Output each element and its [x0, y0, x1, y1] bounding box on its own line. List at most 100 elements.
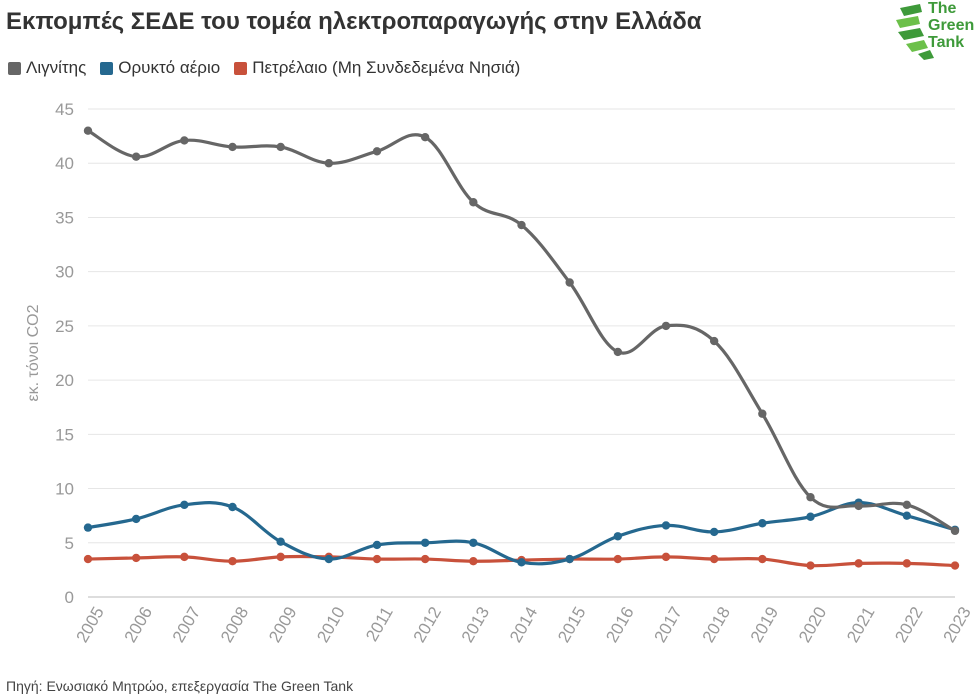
point-oil-2018 [709, 554, 719, 564]
y-tick-label-35: 35 [55, 208, 74, 227]
point-lignite-2020 [806, 493, 815, 502]
x-tick-label-2015: 2015 [554, 604, 589, 646]
point-oil-2007 [180, 552, 189, 562]
point-gas-2015 [565, 554, 574, 564]
point-oil-2006 [131, 553, 141, 563]
point-lignite-2021 [854, 501, 863, 511]
point-lignite-2008 [228, 142, 237, 152]
point-oil-2011 [372, 554, 382, 564]
point-oil-2021 [854, 559, 863, 568]
point-lignite-2007 [180, 136, 189, 145]
point-gas-2020 [806, 512, 815, 521]
legend-item-gas[interactable]: Ορυκτό αέριο [100, 58, 220, 78]
x-tick-label-2012: 2012 [410, 604, 445, 646]
point-oil-2016 [613, 554, 623, 564]
point-gas-2008 [228, 502, 237, 512]
point-gas-2022 [902, 511, 912, 520]
point-oil-2017 [661, 552, 671, 562]
y-tick-label-20: 20 [55, 371, 74, 390]
y-tick-label-15: 15 [55, 425, 74, 444]
x-tick-label-2023: 2023 [939, 604, 974, 646]
legend: Λιγνίτης Ορυκτό αέριο Πετρέλαιο (Μη Συνδ… [8, 58, 520, 78]
point-oil-2023 [950, 561, 960, 570]
legend-label-gas: Ορυκτό αέριο [118, 58, 221, 77]
series-line-lignite [86, 129, 957, 533]
point-gas-2017 [661, 521, 671, 530]
point-lignite-2017 [661, 321, 671, 331]
x-tick-label-2007: 2007 [169, 604, 204, 646]
legend-label-lignite: Λιγνίτης [26, 58, 87, 77]
point-lignite-2016 [613, 347, 623, 357]
y-tick-label-0: 0 [65, 588, 74, 607]
point-gas-2019 [758, 519, 767, 528]
y-tick-label-10: 10 [55, 480, 74, 499]
series-line-gas [86, 501, 957, 566]
logo-line-1: The [928, 0, 957, 17]
x-tick-label-2014: 2014 [506, 604, 541, 646]
x-tick-label-2008: 2008 [217, 604, 252, 646]
x-tick-label-2022: 2022 [891, 604, 926, 646]
point-gas-2014 [517, 558, 526, 567]
point-lignite-2012 [420, 132, 430, 142]
point-gas-2005 [83, 523, 93, 532]
point-lignite-2015 [565, 278, 574, 287]
point-oil-2005 [83, 554, 93, 564]
y-tick-label-25: 25 [55, 317, 74, 336]
point-lignite-2006 [131, 152, 141, 161]
x-tick-label-2006: 2006 [121, 604, 156, 646]
point-gas-2006 [131, 514, 141, 524]
point-oil-2013 [469, 557, 478, 566]
x-tick-label-2020: 2020 [795, 604, 830, 646]
y-axis-title: εκ. τόνοι CO2 [25, 304, 42, 401]
legend-label-oil: Πετρέλαιο (Μη Συνδεδεμένα Νησιά) [252, 58, 521, 77]
point-oil-2022 [902, 559, 912, 568]
chart-title: Εκπομπές ΣΕΔΕ του τομέα ηλεκτροπαραγωγής… [6, 8, 702, 35]
legend-swatch-oil [234, 61, 248, 75]
point-gas-2013 [469, 538, 478, 547]
x-tick-label-2019: 2019 [747, 604, 782, 646]
logo-line-3: Tank [928, 34, 965, 51]
y-tick-label-5: 5 [65, 534, 74, 553]
point-oil-2020 [806, 561, 815, 570]
point-oil-2012 [420, 554, 430, 564]
source-note: Πηγή: Ενωσιακό Μητρώο, επεξεργασία The G… [6, 678, 354, 694]
point-lignite-2022 [902, 500, 912, 510]
y-tick-label-45: 45 [55, 100, 74, 119]
point-gas-2009 [276, 537, 285, 546]
point-gas-2011 [372, 540, 382, 550]
y-tick-label-30: 30 [55, 263, 74, 282]
x-tick-label-2010: 2010 [313, 604, 348, 646]
x-tick-label-2011: 2011 [362, 604, 397, 645]
legend-item-oil[interactable]: Πετρέλαιο (Μη Συνδεδεμένα Νησιά) [234, 58, 520, 78]
point-lignite-2014 [517, 220, 526, 230]
green-tank-logo-icon [896, 4, 934, 60]
point-lignite-2019 [758, 409, 767, 418]
point-oil-2009 [276, 552, 285, 562]
point-lignite-2013 [469, 198, 478, 207]
x-tick-label-2018: 2018 [699, 604, 734, 646]
point-oil-2008 [228, 557, 237, 566]
legend-item-lignite[interactable]: Λιγνίτης [8, 58, 86, 78]
point-gas-2018 [709, 527, 719, 537]
y-tick-label-40: 40 [55, 154, 74, 173]
logo-line-2: Green [928, 17, 975, 34]
x-tick-label-2016: 2016 [602, 604, 637, 646]
x-tick-label-2013: 2013 [458, 604, 493, 646]
x-tick-label-2005: 2005 [72, 604, 107, 646]
logo-text: The Green Tank [928, 0, 974, 51]
x-tick-label-2017: 2017 [650, 604, 685, 646]
point-gas-2016 [613, 532, 623, 541]
legend-swatch-gas [100, 61, 114, 75]
x-tick-label-2021: 2021 [843, 604, 878, 646]
point-lignite-2009 [276, 142, 285, 152]
point-lignite-2011 [372, 147, 382, 156]
point-oil-2019 [758, 554, 767, 564]
point-lignite-2010 [324, 159, 334, 168]
point-lignite-2005 [83, 126, 93, 135]
x-tick-label-2009: 2009 [265, 604, 300, 646]
point-gas-2012 [420, 538, 430, 547]
point-lignite-2018 [709, 336, 719, 346]
legend-swatch-lignite [8, 61, 21, 75]
point-gas-2007 [180, 500, 189, 510]
